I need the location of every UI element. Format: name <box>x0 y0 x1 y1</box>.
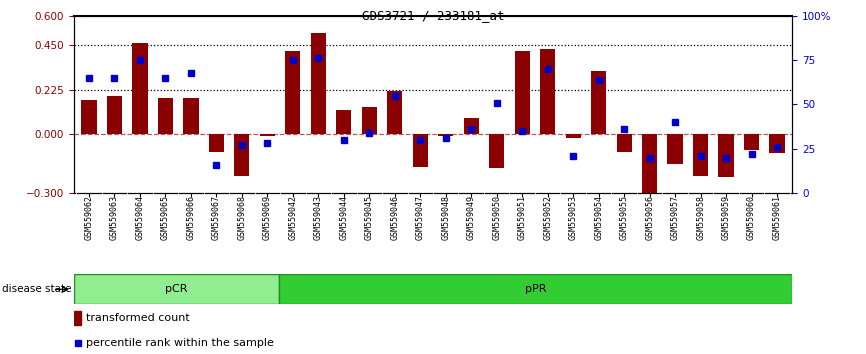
Text: GDS3721 / 233181_at: GDS3721 / 233181_at <box>362 9 504 22</box>
Bar <box>107 96 122 134</box>
Text: GSM559064: GSM559064 <box>135 195 145 240</box>
Text: GSM559062: GSM559062 <box>84 195 94 240</box>
Bar <box>209 134 224 152</box>
Bar <box>693 134 708 176</box>
Bar <box>132 44 147 134</box>
Bar <box>158 98 173 134</box>
Text: GSM559054: GSM559054 <box>594 195 604 240</box>
Text: pCR: pCR <box>165 284 188 295</box>
Bar <box>565 134 581 138</box>
Bar <box>260 134 275 136</box>
Text: GSM559046: GSM559046 <box>391 195 399 240</box>
Text: GSM559065: GSM559065 <box>161 195 170 240</box>
Text: GSM559042: GSM559042 <box>288 195 297 240</box>
Bar <box>770 134 785 153</box>
Bar <box>279 274 792 304</box>
Text: GSM559044: GSM559044 <box>339 195 348 240</box>
Text: GSM559051: GSM559051 <box>518 195 527 240</box>
Text: GSM559061: GSM559061 <box>772 195 782 240</box>
Bar <box>311 33 326 134</box>
Text: GSM559068: GSM559068 <box>237 195 246 240</box>
Text: GSM559060: GSM559060 <box>747 195 756 240</box>
Bar <box>540 49 555 134</box>
Text: GSM559059: GSM559059 <box>721 195 731 240</box>
Bar <box>642 134 657 197</box>
Bar <box>617 134 632 152</box>
Bar <box>412 134 428 167</box>
Text: GSM559069: GSM559069 <box>262 195 272 240</box>
Bar <box>362 107 377 134</box>
Bar <box>591 71 606 134</box>
Text: percentile rank within the sample: percentile rank within the sample <box>86 338 274 348</box>
Text: GSM559067: GSM559067 <box>212 195 221 240</box>
Text: GSM559056: GSM559056 <box>645 195 654 240</box>
Bar <box>438 134 454 136</box>
Text: pPR: pPR <box>525 284 546 295</box>
Text: GSM559043: GSM559043 <box>313 195 323 240</box>
Bar <box>234 134 249 176</box>
Bar <box>285 51 301 134</box>
Text: GSM559047: GSM559047 <box>416 195 424 240</box>
Bar <box>514 51 530 134</box>
Text: GSM559049: GSM559049 <box>467 195 475 240</box>
Text: transformed count: transformed count <box>86 313 190 323</box>
Text: GSM559052: GSM559052 <box>543 195 553 240</box>
Bar <box>668 134 682 164</box>
Text: GSM559058: GSM559058 <box>696 195 705 240</box>
Text: GSM559045: GSM559045 <box>365 195 374 240</box>
Text: GSM559050: GSM559050 <box>492 195 501 240</box>
Bar <box>184 98 198 134</box>
Text: GSM559057: GSM559057 <box>670 195 680 240</box>
Text: disease state: disease state <box>2 284 71 295</box>
Bar <box>489 134 504 169</box>
Text: GSM559048: GSM559048 <box>442 195 450 240</box>
Text: GSM559063: GSM559063 <box>110 195 119 240</box>
Bar <box>74 312 81 325</box>
Text: GSM559053: GSM559053 <box>569 195 578 240</box>
Bar <box>463 118 479 134</box>
Text: GSM559066: GSM559066 <box>186 195 196 240</box>
Bar <box>81 99 96 134</box>
Bar <box>336 110 352 134</box>
Text: GSM559055: GSM559055 <box>620 195 629 240</box>
Bar <box>744 134 759 150</box>
Bar <box>719 134 734 177</box>
Bar <box>74 274 279 304</box>
Bar <box>387 91 403 134</box>
